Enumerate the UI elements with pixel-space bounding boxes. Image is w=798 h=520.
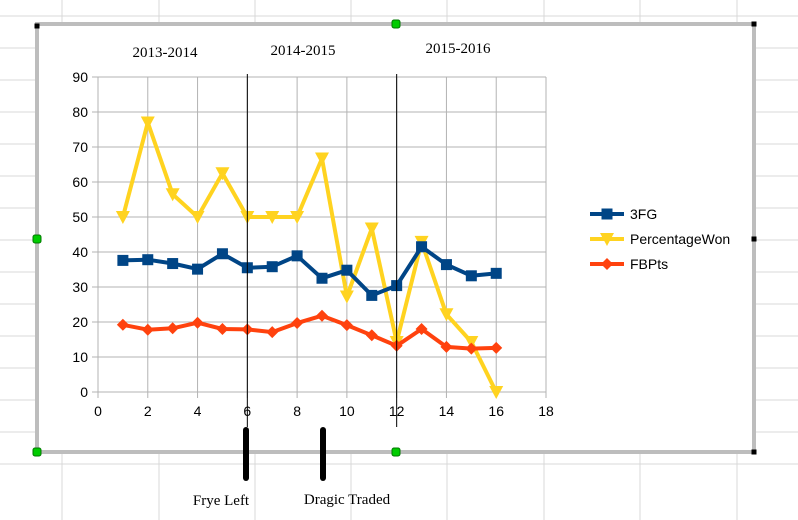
selection-handle <box>34 23 40 29</box>
data-point-fbpts <box>490 341 503 354</box>
data-point-percentagewon <box>464 335 479 349</box>
x-tick-label: 16 <box>488 403 504 419</box>
data-point-3fg <box>142 254 154 266</box>
data-point-fbpts <box>141 323 154 336</box>
series-line-percentagewon <box>120 120 498 393</box>
y-tick-label: 20 <box>72 314 88 330</box>
selection-handle <box>751 21 757 27</box>
data-point-fbpts <box>316 309 328 322</box>
y-tick-label: 70 <box>72 139 88 155</box>
annotation-dragic-traded: Dragic Traded <box>304 492 391 508</box>
legend-label-percentagewon: PercentageWon <box>630 231 730 247</box>
data-point-fbpts <box>266 326 279 339</box>
season-label-2015-2016: 2015-2016 <box>426 41 491 57</box>
data-point-percentagewon <box>140 116 155 130</box>
season-dividers <box>246 74 398 427</box>
y-tick-label: 50 <box>72 209 88 225</box>
data-point-3fg <box>216 248 228 260</box>
selection-handle <box>32 447 42 457</box>
x-tick-label: 8 <box>293 403 301 419</box>
frye-left-marker <box>243 427 249 481</box>
data-point-3fg <box>291 250 303 262</box>
data-point-percentagewon <box>339 290 354 304</box>
data-point-fbpts <box>216 323 229 335</box>
season-label-2013-2014: 2013-2014 <box>133 45 198 61</box>
legend-marker-3fg <box>601 208 613 220</box>
data-point-fbpts <box>465 342 478 355</box>
y-axis-tick-labels: 0 10 20 30 40 50 60 70 80 90 <box>72 69 88 400</box>
dragic-traded-marker <box>320 427 326 481</box>
data-point-fbpts <box>365 329 378 342</box>
data-point-3fg <box>192 263 204 275</box>
data-point-3fg <box>465 270 477 282</box>
chart-legend: 3FG PercentageWon FBPts <box>590 206 730 272</box>
selection-handles[interactable] <box>32 19 757 457</box>
season-label-2014-2015: 2014-2015 <box>271 43 336 59</box>
legend-label-3fg: 3FG <box>630 206 657 222</box>
x-tick-label: 0 <box>94 403 102 419</box>
selection-handle <box>391 19 401 29</box>
data-point-3fg <box>416 241 428 253</box>
data-point-percentagewon <box>215 167 230 181</box>
data-point-fbpts <box>116 318 129 331</box>
data-point-3fg <box>440 259 452 271</box>
y-tick-label: 80 <box>72 104 88 120</box>
data-point-fbpts <box>340 319 353 332</box>
data-point-percentagewon <box>165 188 180 202</box>
data-point-percentagewon <box>439 308 454 322</box>
data-point-3fg <box>490 267 502 279</box>
selection-handle <box>751 449 757 455</box>
y-tick-label: 0 <box>80 384 88 400</box>
x-tick-label: 2 <box>144 403 152 419</box>
selection-handle <box>751 236 757 242</box>
y-tick-label: 30 <box>72 279 88 295</box>
selection-handle <box>32 234 42 244</box>
y-tick-label: 40 <box>72 244 88 260</box>
selection-handle <box>391 447 401 457</box>
data-point-percentagewon <box>115 211 130 224</box>
series-line-3fg <box>122 244 497 298</box>
series-layer <box>115 116 504 399</box>
legend-label-fbpts: FBPts <box>630 256 668 272</box>
data-point-3fg <box>341 264 353 276</box>
series-line-fbpts <box>122 313 497 351</box>
x-tick-label: 18 <box>538 403 554 419</box>
x-tick-label: 14 <box>439 403 455 419</box>
data-point-3fg <box>266 261 278 273</box>
data-point-percentagewon <box>290 211 305 224</box>
data-point-3fg <box>167 258 179 270</box>
y-tick-label: 60 <box>72 174 88 190</box>
data-point-fbpts <box>191 316 204 329</box>
legend-marker-percentagewon <box>600 233 614 246</box>
data-point-percentagewon <box>489 386 504 399</box>
data-point-percentagewon <box>265 211 280 224</box>
x-tick-label: 4 <box>194 403 202 419</box>
data-point-3fg <box>316 272 328 284</box>
y-tick-label: 10 <box>72 349 88 365</box>
legend-marker-fbpts <box>601 258 613 270</box>
x-tick-label: 10 <box>339 403 355 419</box>
data-point-percentagewon <box>315 152 329 166</box>
series-fbpts <box>116 309 503 355</box>
data-point-fbpts <box>166 322 179 335</box>
data-point-fbpts <box>415 323 428 335</box>
data-point-fbpts <box>440 340 453 353</box>
data-point-percentagewon <box>364 222 379 236</box>
data-point-fbpts <box>291 317 304 330</box>
annotation-frye-left: Frye Left <box>193 493 250 509</box>
y-tick-label: 90 <box>72 69 88 85</box>
series-3fg <box>117 241 502 301</box>
data-point-3fg <box>366 289 378 301</box>
data-point-percentagewon <box>190 211 205 224</box>
chart-frame[interactable] <box>35 22 756 454</box>
data-point-3fg <box>117 254 129 266</box>
